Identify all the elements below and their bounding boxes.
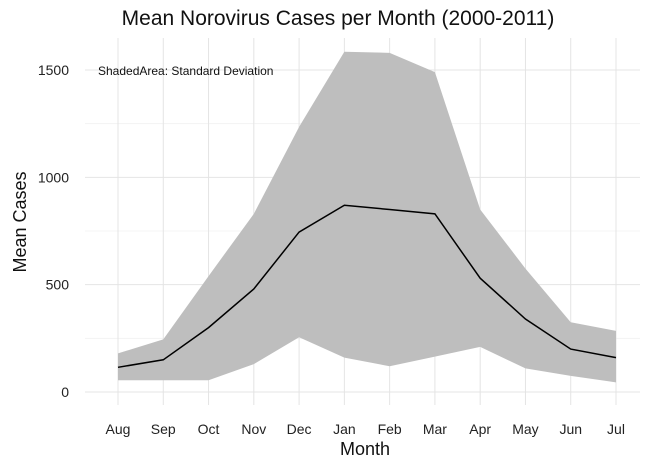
- y-tick-label: 500: [46, 277, 70, 293]
- shaded-area-annotation: ShadedArea: Standard Deviation: [98, 64, 273, 78]
- y-axis-title: Mean Cases: [10, 171, 30, 272]
- x-tick-label: Oct: [198, 421, 220, 437]
- x-axis-title: Month: [340, 439, 390, 459]
- x-axis-ticks: Aug Sep Oct Nov Dec Jan Feb Mar Apr May Jun Jul: [106, 421, 625, 437]
- chart-title: Mean Norovirus Cases per Month (2000-201…: [122, 7, 555, 30]
- x-tick-label: Jul: [607, 421, 625, 437]
- mean-series-line: [117, 204, 617, 369]
- y-tick-label: 0: [61, 384, 69, 400]
- x-tick-label: Sep: [151, 421, 176, 437]
- x-tick-label: Dec: [287, 421, 312, 437]
- x-tick-label: Jun: [559, 421, 582, 437]
- standard-deviation-band: [118, 51, 616, 383]
- y-axis-ticks: 0 500 1000 1500: [38, 62, 69, 400]
- x-tick-label: Nov: [241, 421, 266, 437]
- y-tick-label: 1500: [38, 62, 69, 78]
- x-tick-label: May: [512, 421, 538, 437]
- x-tick-label: Apr: [469, 421, 491, 437]
- x-tick-label: Feb: [378, 421, 402, 437]
- y-tick-label: 1000: [38, 169, 69, 185]
- x-tick-label: Aug: [106, 421, 131, 437]
- x-tick-label: Mar: [423, 421, 447, 437]
- x-tick-label: Jan: [333, 421, 356, 437]
